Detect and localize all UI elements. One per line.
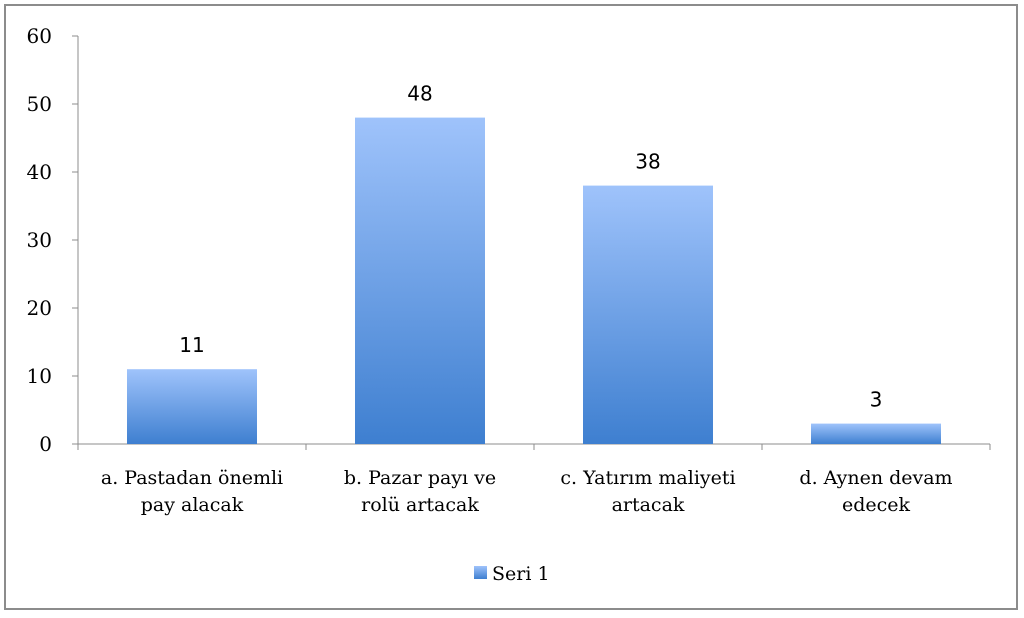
legend: Seri 1 <box>474 563 550 585</box>
category-label: artacak <box>612 494 685 516</box>
y-tick-label: 30 <box>27 228 52 252</box>
category-label: a. Pastadan önemli <box>101 467 283 489</box>
chart-frame <box>4 4 1018 610</box>
category-label: c. Yatırım maliyeti <box>560 467 735 489</box>
y-tick-label: 60 <box>27 24 52 48</box>
bars <box>127 117 941 444</box>
data-label: 11 <box>179 333 204 357</box>
y-tick-label: 50 <box>27 92 52 116</box>
y-tick-label: 10 <box>27 364 52 388</box>
bar <box>355 117 485 444</box>
category-label: rolü artacak <box>361 494 479 516</box>
category-label: pay alacak <box>141 494 244 516</box>
bar <box>811 423 941 444</box>
legend-swatch <box>474 566 487 579</box>
data-label: 38 <box>635 150 660 174</box>
y-tick-label: 40 <box>27 160 52 184</box>
bar <box>127 369 257 444</box>
legend-label: Seri 1 <box>492 563 550 585</box>
category-label: edecek <box>842 494 911 516</box>
data-label: 48 <box>407 82 432 106</box>
data-label: 3 <box>870 388 883 412</box>
y-tick-label: 20 <box>27 296 52 320</box>
category-label: d. Aynen devam <box>799 467 952 489</box>
y-tick-label: 0 <box>39 432 52 456</box>
bar <box>583 185 713 444</box>
labels: 11 a. Pastadan önemli pay alacak 48 b. Pazar… <box>101 82 953 516</box>
category-label: b. Pazar payı ve <box>344 467 496 489</box>
